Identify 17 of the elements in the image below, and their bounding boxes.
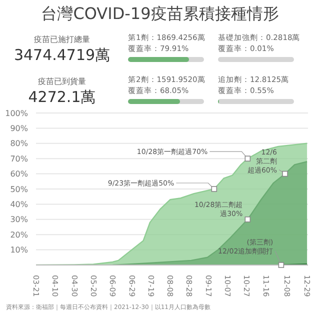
text: 4272.1萬 — [27, 88, 97, 107]
point — [282, 170, 288, 177]
y-tick-label: 10% — [10, 246, 28, 255]
y-tick-label: 70% — [10, 154, 28, 164]
y-tick-label: 20% — [10, 230, 28, 240]
y-tick-label: 40% — [10, 200, 28, 210]
text: 台灣COVID-19疫苗累積接種情形 — [40, 4, 280, 25]
text: 3474.4719萬 — [12, 46, 112, 65]
y-tick-label: 30% — [10, 215, 28, 224]
text: 疫苗已到貨量 — [37, 76, 87, 87]
y-tick-label: 80% — [10, 139, 28, 148]
y-tick-label: 90% — [10, 124, 28, 134]
text: 疫苗已施打總量 — [33, 34, 91, 45]
y-tick-label: 50% — [10, 184, 28, 194]
y-tick-label: 60% — [10, 170, 28, 179]
y-tick-label: 100% — [5, 108, 28, 118]
point — [244, 216, 251, 222]
